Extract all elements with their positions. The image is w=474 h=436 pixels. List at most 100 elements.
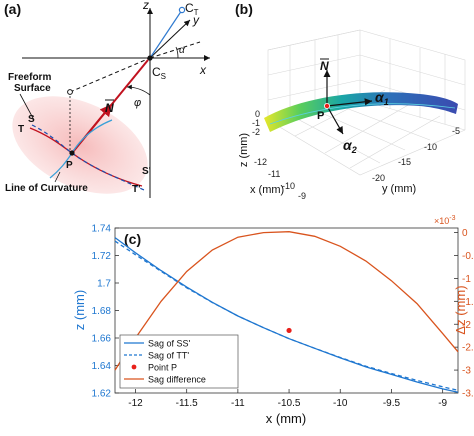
right-exponent-label: ×10-3 xyxy=(434,215,456,226)
point-p-marker xyxy=(286,327,292,334)
b-y-tick-3: -20 xyxy=(372,173,385,183)
curvature-line-3d xyxy=(269,103,456,125)
x-tick-label: -9 xyxy=(438,398,447,409)
surface-label-line1: Freeform xyxy=(8,72,51,83)
right-tick-label: -1 xyxy=(462,274,471,285)
x-tick-label: -11.5 xyxy=(176,398,198,409)
x-axis-ticks: -12 -11.5 -11 -10.5 -10 -9.5 -9 xyxy=(128,389,448,409)
axis-y-label: y xyxy=(192,13,200,27)
panel-c-label: (c) xyxy=(124,231,141,247)
series-sag-tt xyxy=(114,240,459,391)
ct-point-marker xyxy=(178,6,186,14)
ct-line xyxy=(149,9,183,59)
freeform-surface xyxy=(12,96,148,194)
legend-label-tt: Sag of TT' xyxy=(148,351,189,361)
legend-label-ss: Sag of SS' xyxy=(148,339,191,349)
x-tick-label: -11 xyxy=(231,398,245,409)
panel-a: (a) z x y CT CS α φ N xyxy=(4,0,210,198)
right-axis-ticks: 0 -0.5 -1 -1.5 -2 -2.5 -3 -3.5 xyxy=(454,228,474,400)
left-axis-ticks: 1.62 1.64 1.66 1.68 1.7 1.72 1.74 xyxy=(92,224,119,400)
left-tick-label: 1.72 xyxy=(92,251,112,262)
series-sag-difference xyxy=(114,231,459,371)
left-tick-label: 1.66 xyxy=(92,334,112,345)
normal-label: N xyxy=(105,101,114,115)
right-tick-label: -3 xyxy=(462,366,471,377)
dashed-direction xyxy=(149,41,201,59)
b-z-tick-1: -1 xyxy=(252,118,260,128)
surface-label-line2: Surface xyxy=(14,83,51,94)
label-s: S xyxy=(28,114,35,125)
normal-arrow xyxy=(71,103,113,154)
point-ct-label: CT xyxy=(185,1,199,17)
b-ylabel: y (mm) xyxy=(382,183,416,195)
legend-label-diff: Sag difference xyxy=(148,375,206,385)
series-layer xyxy=(114,231,459,393)
b-xlabel: x (mm) xyxy=(250,184,284,196)
b-x-tick-2: -10 xyxy=(282,181,295,191)
axis-z-label: z xyxy=(142,0,149,12)
point-p-label: P xyxy=(66,160,73,171)
alpha1-label: α1 xyxy=(375,89,389,107)
x-axis-label: x (mm) xyxy=(266,411,306,426)
point-p-label-3d: P xyxy=(317,110,324,122)
curve-label: Line of Curvature xyxy=(5,183,88,194)
right-tick-label: 0 xyxy=(462,228,468,239)
panel-b-label: (b) xyxy=(235,1,253,17)
left-axis-label: z (mm) xyxy=(72,290,87,330)
b-y-tick-2: -15 xyxy=(398,157,411,167)
dashed-projection xyxy=(69,57,151,93)
x-tick-label: -10 xyxy=(333,398,348,409)
legend-label-point: Point P xyxy=(148,363,177,373)
alpha2-label: α2 xyxy=(343,137,357,155)
y-axis xyxy=(149,19,191,59)
label-s-prime: S' xyxy=(142,166,151,177)
alpha1-vector xyxy=(326,98,373,107)
right-axis-label: Δz (mm) xyxy=(453,285,468,334)
x-tick-label: -9.5 xyxy=(383,398,401,409)
projection-point xyxy=(67,89,73,95)
b-x-tick-1: -11 xyxy=(268,169,280,179)
right-tick-label: -1.5 xyxy=(462,297,474,308)
alpha-arc xyxy=(175,46,179,59)
right-tick-label: -2 xyxy=(462,320,471,331)
surface-band xyxy=(264,92,458,132)
surface-leader xyxy=(19,93,35,121)
panel-c-chart: (c) 1.62 1.64 1.66 1.68 1.7 1.72 1.74 0 -0.5 -1 -… xyxy=(72,215,474,426)
phi-arc xyxy=(126,84,151,96)
left-tick-label: 1.74 xyxy=(92,224,112,235)
b-zlabel: z (mm) xyxy=(238,133,250,167)
alpha-label: α xyxy=(179,45,185,56)
right-tick-label: -2.5 xyxy=(462,343,474,354)
x-tick-label: -10.5 xyxy=(278,398,301,409)
b-y-tick-0: -5 xyxy=(452,126,460,136)
point-p-3d xyxy=(323,103,330,110)
legend-swatch-point xyxy=(131,364,137,370)
left-tick-label: 1.7 xyxy=(97,279,111,290)
alpha2-vector xyxy=(326,105,344,135)
axis-x-label: x xyxy=(199,63,207,77)
x-tick-label: -12 xyxy=(128,398,143,409)
b-y-tick-1: -10 xyxy=(424,142,437,152)
left-tick-label: 1.68 xyxy=(92,306,112,317)
b-x-tick-0: -12 xyxy=(254,157,267,167)
cs-point-marker xyxy=(147,55,153,61)
right-tick-label: -0.5 xyxy=(462,251,474,262)
legend: Sag of SS' Sag of TT' Point P Sag differ… xyxy=(119,334,239,389)
plot-area xyxy=(114,227,459,394)
point-cs-label: CS xyxy=(152,65,166,81)
normal-label-3d: N xyxy=(320,59,329,73)
panel-a-label: (a) xyxy=(4,1,21,17)
left-tick-label: 1.64 xyxy=(92,361,112,372)
label-t: T xyxy=(18,124,24,135)
point-p-marker xyxy=(69,150,75,156)
panel-b: (b) N P α1 α2 0 -1 -2 xyxy=(235,1,466,201)
b-z-tick-0: 0 xyxy=(255,109,260,119)
b-x-tick-3: -9 xyxy=(298,191,306,201)
b-z-tick-2: -2 xyxy=(252,127,260,137)
left-tick-label: 1.62 xyxy=(92,389,112,400)
right-tick-label: -3.5 xyxy=(462,389,474,400)
curve-leader xyxy=(54,171,61,183)
phi-label: φ xyxy=(134,97,141,109)
label-t-prime: T' xyxy=(132,184,141,195)
